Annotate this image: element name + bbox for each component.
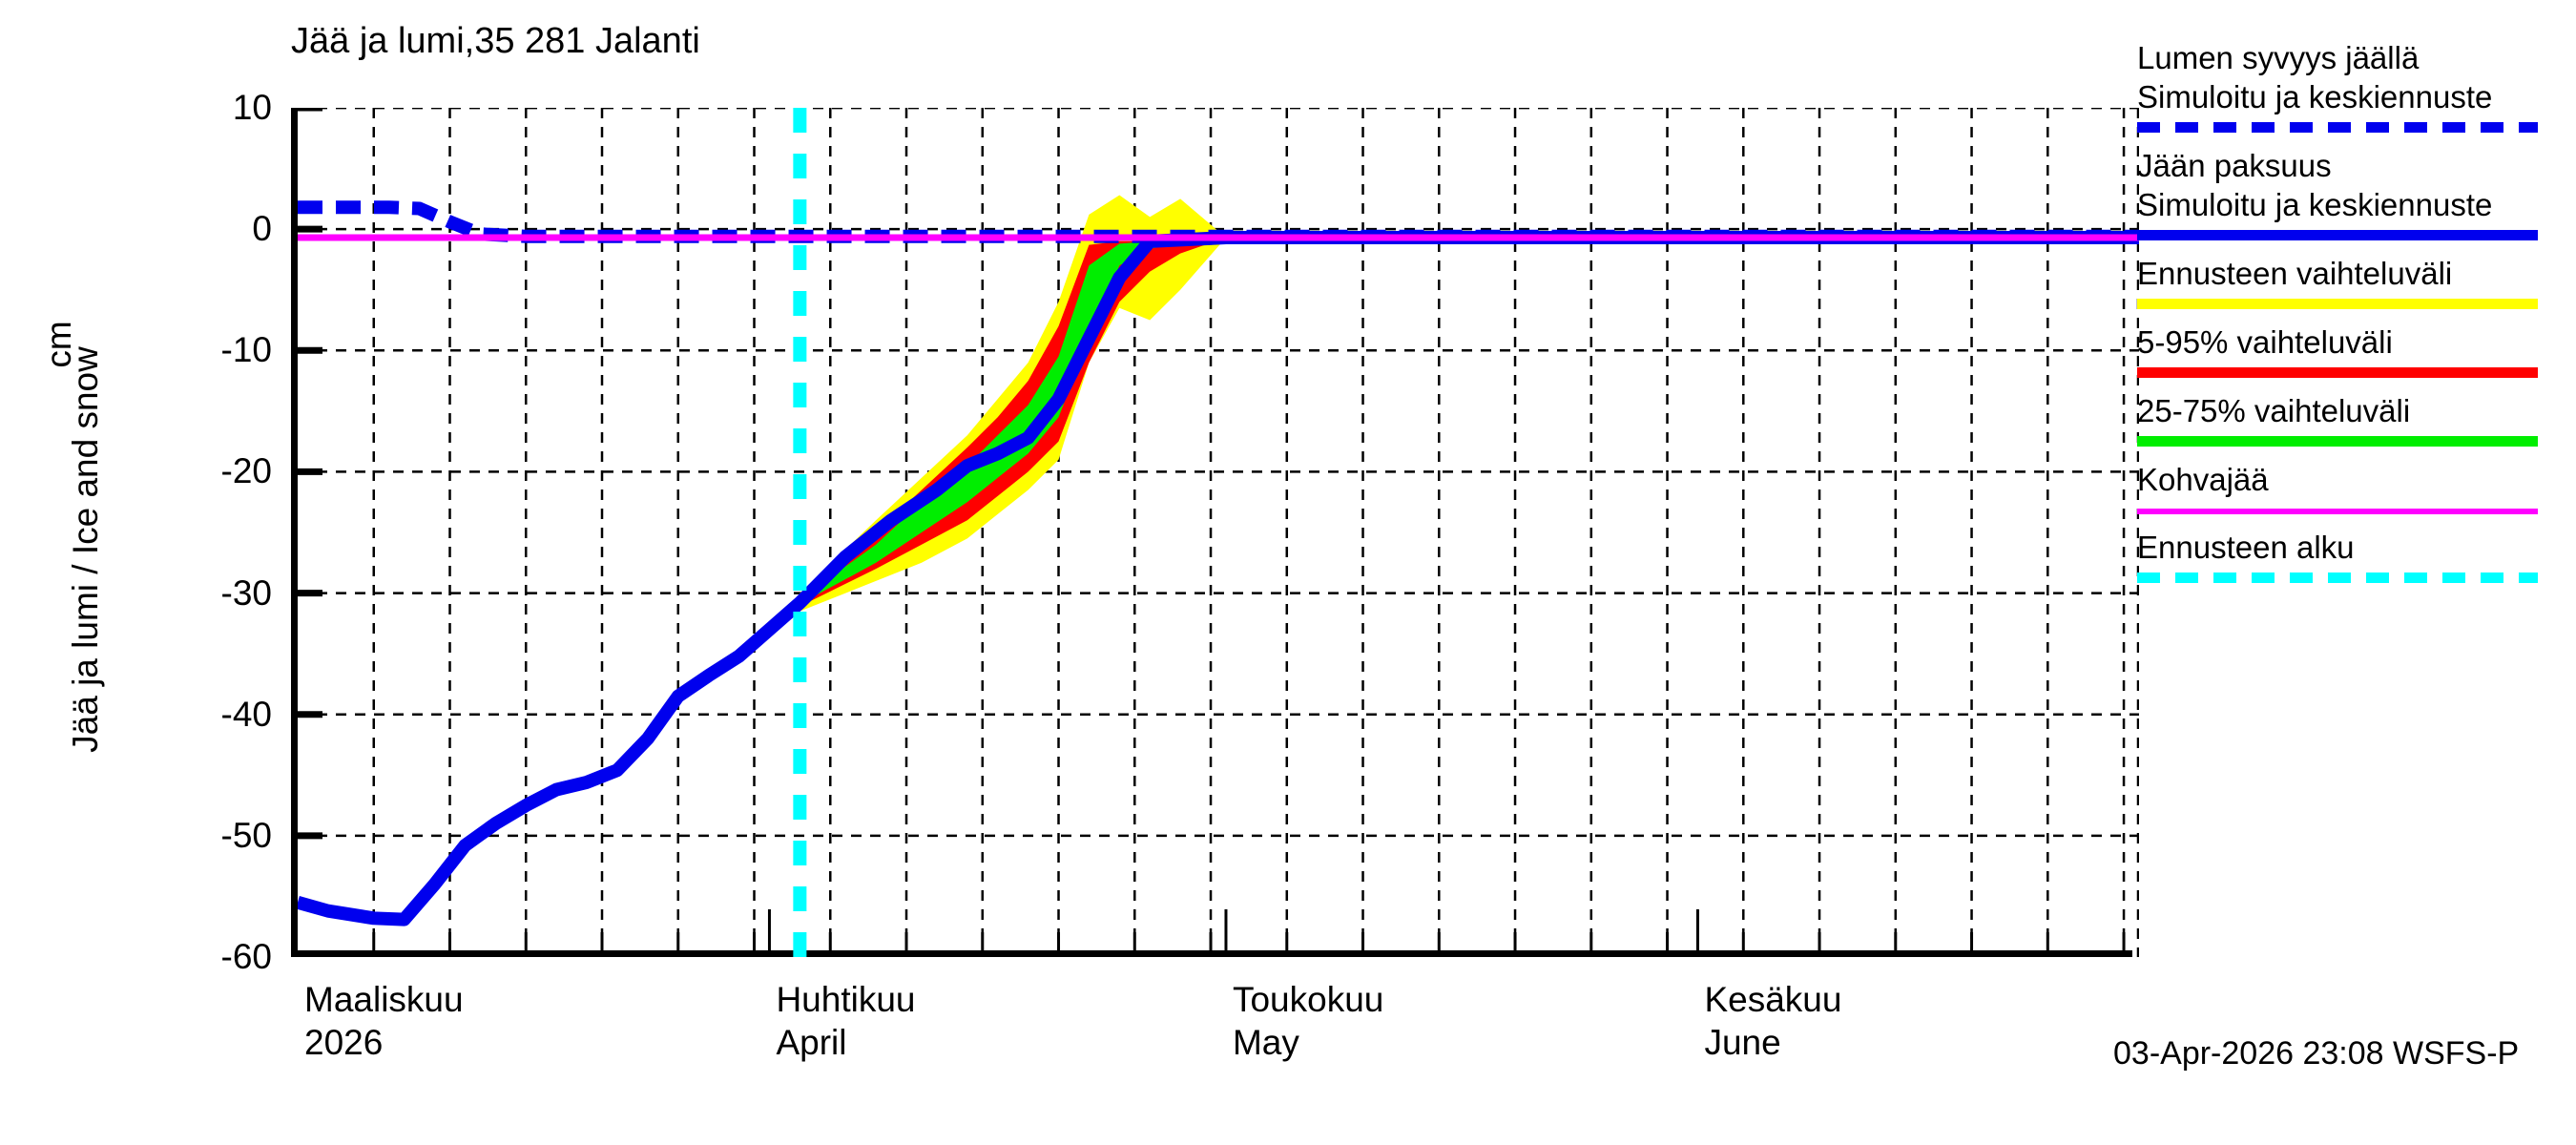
legend-swatch	[2137, 367, 2538, 378]
x-tick-label-fi: Kesäkuu	[1704, 980, 1842, 1019]
x-tick-label-fi: Maaliskuu	[304, 980, 464, 1019]
legend-entry[interactable]: 5-95% vaihteluväli	[2137, 323, 2576, 378]
legend-entry-title: Kohvajää	[2137, 462, 2269, 497]
legend-swatch	[2137, 509, 2538, 514]
x-tick-label-en: May	[1232, 1023, 1299, 1062]
x-tick-label: Huhtikuu April	[776, 978, 915, 1064]
y-tick-label: 0	[252, 209, 272, 249]
y-tick-label: -60	[220, 937, 272, 976]
legend-entry-title: Lumen syvyys jäällä	[2137, 40, 2420, 75]
x-tick-label-fi: Huhtikuu	[776, 980, 916, 1019]
legend-entry[interactable]: Lumen syvyys jäällä Simuloitu ja keskienn…	[2137, 38, 2576, 133]
x-tick-label-en: 2026	[304, 1023, 384, 1062]
legend-entry-subtitle: Simuloitu ja keskiennuste	[2137, 187, 2493, 222]
y-axis-unit-label: cm	[39, 321, 78, 368]
legend-entry-title: 25-75% vaihteluväli	[2137, 393, 2411, 428]
legend-swatch	[2137, 299, 2538, 309]
legend-entry[interactable]: Kohvajää	[2137, 460, 2576, 514]
legend-entry[interactable]: Jään paksuus Simuloitu ja keskiennuste	[2137, 146, 2576, 240]
series-line	[298, 231, 2139, 926]
x-tick-label-fi: Toukokuu	[1232, 980, 1384, 1019]
y-tick-label: 10	[232, 88, 272, 127]
legend-entry-title: Ennusteen alku	[2137, 530, 2355, 565]
y-tick-label: -10	[220, 330, 272, 370]
x-tick-label: Kesäkuu June	[1704, 978, 1841, 1064]
x-tick-label: Maaliskuu 2026	[304, 978, 464, 1064]
legend-entry-subtitle: Simuloitu ja keskiennuste	[2137, 79, 2493, 114]
footer-timestamp: 03-Apr-2026 23:08 WSFS-P	[2113, 1035, 2520, 1072]
legend-entry-title: 5-95% vaihteluväli	[2137, 324, 2393, 360]
y-tick-label: -20	[220, 451, 272, 491]
legend-swatch	[2137, 572, 2538, 583]
chart-title: Jää ja lumi,35 281 Jalanti	[291, 21, 700, 61]
legend-swatch	[2137, 436, 2538, 447]
legend-entry-title: Jään paksuus	[2137, 148, 2332, 183]
legend: Lumen syvyys jäällä Simuloitu ja keskienn…	[2137, 38, 2576, 596]
legend-entry[interactable]: 25-75% vaihteluväli	[2137, 391, 2576, 447]
y-tick-label: -50	[220, 815, 272, 855]
x-tick-label: Toukokuu May	[1233, 978, 1383, 1064]
legend-entry-title: Ennusteen vaihteluväli	[2137, 256, 2453, 291]
legend-swatch	[2137, 122, 2538, 133]
forecast-band	[800, 238, 1226, 605]
plot-svg	[298, 108, 2139, 957]
data-lines	[298, 200, 2139, 926]
legend-swatch	[2137, 230, 2538, 240]
plot-area	[291, 108, 2139, 957]
axis-ticks	[298, 108, 2126, 957]
legend-entry[interactable]: Ennusteen vaihteluväli	[2137, 254, 2576, 309]
y-tick-label: -40	[220, 694, 272, 734]
legend-entry[interactable]: Ennusteen alku	[2137, 528, 2576, 583]
x-tick-label-en: April	[776, 1023, 847, 1062]
y-tick-label: -30	[220, 572, 272, 613]
x-tick-label-en: June	[1704, 1023, 1781, 1062]
